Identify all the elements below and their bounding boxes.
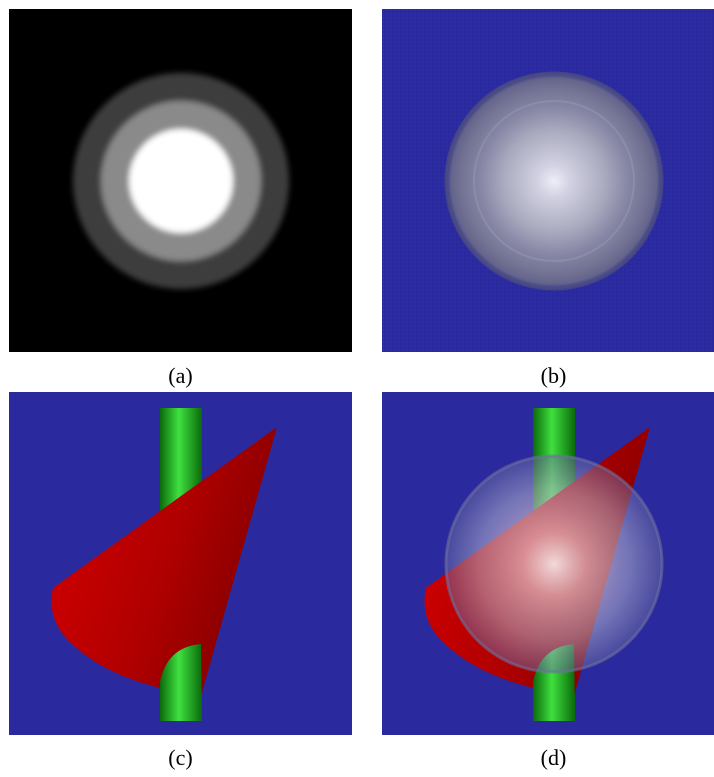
sphere-rim — [444, 454, 664, 674]
translucent-sphere-image — [382, 9, 714, 352]
concentric-rings-image — [9, 9, 352, 352]
sphere-rim — [444, 71, 664, 291]
panel-b-sphere — [382, 9, 714, 352]
sphere-inner-band — [473, 100, 635, 262]
red-cone — [51, 427, 277, 696]
caption-c: (c) — [168, 745, 193, 770]
translucent-sphere — [446, 456, 662, 672]
caption-a: (a) — [168, 363, 193, 388]
inner-disk — [129, 129, 233, 233]
cone-cylinder-image — [9, 392, 352, 735]
caption-b: (b) — [540, 363, 567, 388]
sphere — [446, 73, 662, 289]
panel-c-cone-cylinder — [9, 392, 352, 735]
cylinder-through-cone — [160, 644, 202, 721]
panel-d-composite — [382, 392, 714, 735]
composite-scene-image — [382, 392, 714, 735]
panel-a-ring-map — [9, 9, 352, 352]
caption-d: (d) — [540, 745, 567, 770]
